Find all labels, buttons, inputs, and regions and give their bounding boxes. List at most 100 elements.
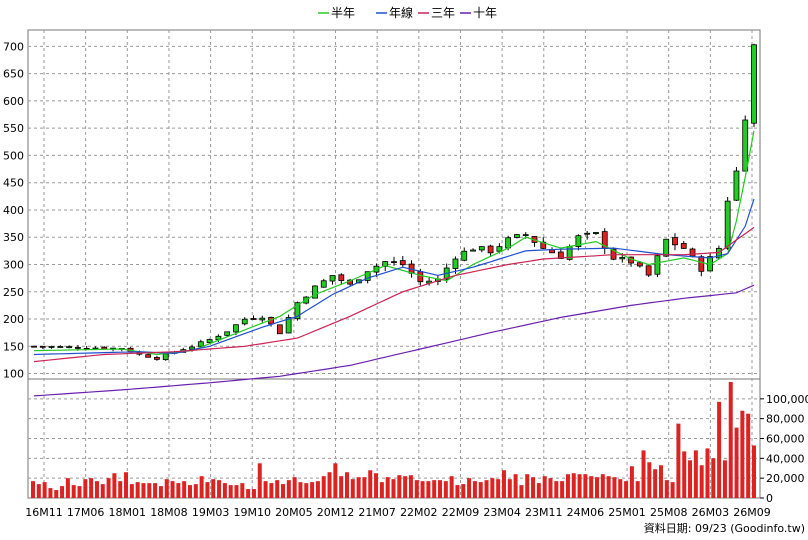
volume-bar bbox=[234, 485, 239, 498]
volume-bar bbox=[408, 475, 413, 498]
x-tick-label: 20M05 bbox=[275, 506, 313, 519]
volume-bar bbox=[124, 472, 129, 498]
legend-item: 十年 bbox=[460, 6, 497, 20]
price-tick-label: 250 bbox=[3, 286, 24, 299]
candlestick bbox=[733, 167, 740, 201]
volume-bar bbox=[147, 483, 152, 498]
candlestick bbox=[751, 43, 757, 127]
price-tick-label: 650 bbox=[3, 68, 24, 81]
volume-bar bbox=[426, 481, 431, 498]
price-tick-label: 550 bbox=[3, 122, 24, 135]
volume-bar bbox=[670, 482, 675, 498]
volume-bar bbox=[298, 482, 303, 498]
volume-tick-label: 0 bbox=[766, 492, 773, 505]
volume-bar bbox=[641, 450, 646, 498]
volume-bar bbox=[321, 476, 326, 498]
volume-bar bbox=[443, 481, 448, 498]
legend-label: 三年 bbox=[431, 6, 455, 20]
volume-bar bbox=[618, 479, 623, 498]
volume-axis: 0 20,000 40,000 60,000 80,000 100,000 bbox=[760, 393, 808, 505]
volume-bar bbox=[455, 485, 460, 498]
candlestick bbox=[39, 345, 46, 349]
volume-bar bbox=[699, 465, 704, 498]
volume-bar bbox=[653, 469, 658, 498]
volume-bar bbox=[664, 480, 669, 498]
volume-bar bbox=[368, 470, 373, 498]
x-tick-label: 18M01 bbox=[109, 506, 147, 519]
volume-bar bbox=[36, 484, 41, 498]
price-tick-label: 450 bbox=[3, 177, 24, 190]
volume-bar bbox=[251, 489, 256, 498]
volume-bar bbox=[286, 480, 291, 498]
candlestick bbox=[663, 238, 670, 258]
volume-bar bbox=[350, 479, 355, 498]
volume-bar bbox=[554, 481, 559, 498]
volume-bar bbox=[164, 479, 169, 498]
legend-item: 年線 bbox=[376, 5, 413, 20]
x-tick-label: 23M04 bbox=[483, 506, 521, 519]
volume-bar bbox=[595, 477, 600, 498]
volume-tick-label: 20,000 bbox=[766, 472, 805, 485]
volume-bar bbox=[170, 481, 175, 498]
volume-bar bbox=[397, 475, 402, 498]
volume-bar bbox=[746, 413, 751, 498]
ma-line-ma-half-year bbox=[33, 130, 755, 356]
volume-bar bbox=[182, 481, 187, 498]
price-panel-frame bbox=[27, 29, 761, 380]
volume-bar bbox=[682, 451, 687, 498]
volume-bar bbox=[403, 476, 408, 498]
volume-bar bbox=[292, 477, 297, 498]
candlestick bbox=[206, 338, 213, 344]
volume-bar bbox=[525, 474, 530, 498]
volume-bar bbox=[141, 483, 146, 498]
volume-bar bbox=[717, 401, 722, 498]
candlestick bbox=[698, 254, 705, 277]
volume-bar bbox=[472, 481, 477, 498]
volume-bar bbox=[571, 473, 576, 498]
volume-bar bbox=[118, 481, 123, 498]
volume-bar bbox=[315, 481, 320, 498]
volume-bar bbox=[222, 483, 227, 498]
chart-legend: 半年 年線 三年 十年 bbox=[318, 5, 497, 20]
volume-bar bbox=[374, 473, 379, 498]
volume-bar bbox=[281, 484, 286, 498]
volume-bar bbox=[310, 482, 315, 498]
volume-bar bbox=[612, 477, 617, 498]
candlestick bbox=[320, 278, 327, 288]
volume-bar bbox=[228, 485, 233, 498]
volume-bar bbox=[339, 476, 344, 498]
x-tick-label: 20M12 bbox=[317, 506, 355, 519]
volume-bar bbox=[461, 484, 466, 498]
volume-bar bbox=[362, 477, 367, 498]
legend-label: 半年 bbox=[331, 6, 355, 20]
volume-bar bbox=[135, 482, 140, 498]
volume-bar bbox=[676, 423, 681, 498]
candlestick bbox=[470, 248, 476, 252]
x-tick-label: 25M01 bbox=[608, 506, 646, 519]
candlestick bbox=[276, 324, 283, 335]
legend-label: 年線 bbox=[389, 5, 413, 20]
volume-bar bbox=[432, 480, 437, 498]
volume-bars bbox=[31, 381, 756, 498]
price-tick-label: 500 bbox=[3, 149, 24, 162]
volume-bar bbox=[438, 480, 443, 498]
candlestick bbox=[224, 331, 231, 337]
volume-bar bbox=[420, 481, 425, 498]
candlestick bbox=[285, 314, 292, 334]
volume-bar bbox=[705, 448, 710, 498]
candlestick bbox=[154, 355, 160, 361]
candlestick bbox=[742, 115, 749, 172]
x-tick-label: 22M09 bbox=[442, 506, 480, 519]
volume-bar bbox=[728, 381, 733, 498]
volume-tick-label: 80,000 bbox=[766, 413, 805, 426]
x-tick-label: 23M11 bbox=[525, 506, 563, 519]
volume-bar bbox=[478, 482, 483, 498]
volume-bar bbox=[734, 427, 739, 498]
candlestick bbox=[514, 234, 520, 239]
volume-bar bbox=[507, 479, 512, 498]
grid-lines bbox=[28, 30, 760, 498]
volume-tick-label: 100,000 bbox=[766, 393, 808, 406]
candlestick bbox=[338, 273, 345, 285]
legend-item: 半年 bbox=[318, 6, 355, 20]
